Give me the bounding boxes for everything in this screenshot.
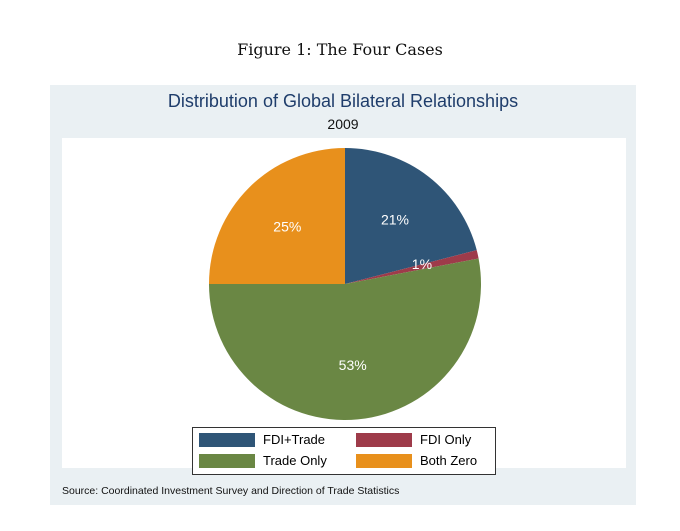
- slice-label-trade-only: 53%: [339, 357, 367, 373]
- pie-chart: 21% 1% 53% 25%: [209, 148, 481, 420]
- legend-label-fdi-trade: FDI+Trade: [263, 432, 326, 447]
- source-note: Source: Coordinated Investment Survey an…: [62, 485, 400, 497]
- legend-label-trade-only: Trade Only: [263, 453, 327, 468]
- chart-panel: Distribution of Global Bilateral Relatio…: [50, 85, 636, 505]
- figure-caption: Figure 1: The Four Cases: [237, 40, 443, 59]
- chart-title: Distribution of Global Bilateral Relatio…: [167, 91, 519, 111]
- slice-label-fdi-only: 1%: [412, 256, 432, 272]
- slice-label-both-zero: 25%: [273, 218, 301, 234]
- chart-subtitle: 2009: [327, 116, 359, 132]
- pie-slice-fdi-trade: [345, 148, 477, 284]
- legend: FDI+Trade FDI Only Trade Only Both Zero: [192, 427, 496, 475]
- slice-label-fdi-trade: 21%: [381, 212, 409, 228]
- pie-slice-fdi-only: [345, 250, 479, 284]
- pie-slice-trade-only: [209, 258, 481, 420]
- pie-slice-both-zero: [209, 148, 345, 284]
- legend-label-both-zero: Both Zero: [420, 453, 478, 468]
- plot-area: 21% 1% 53% 25%: [62, 138, 626, 468]
- legend-label-fdi-only: FDI Only: [420, 432, 472, 447]
- legend-swatch-both-zero: [356, 454, 412, 468]
- legend-swatch-fdi-trade: [199, 433, 255, 447]
- legend-swatch-fdi-only: [356, 433, 412, 447]
- legend-swatch-trade-only: [199, 454, 255, 468]
